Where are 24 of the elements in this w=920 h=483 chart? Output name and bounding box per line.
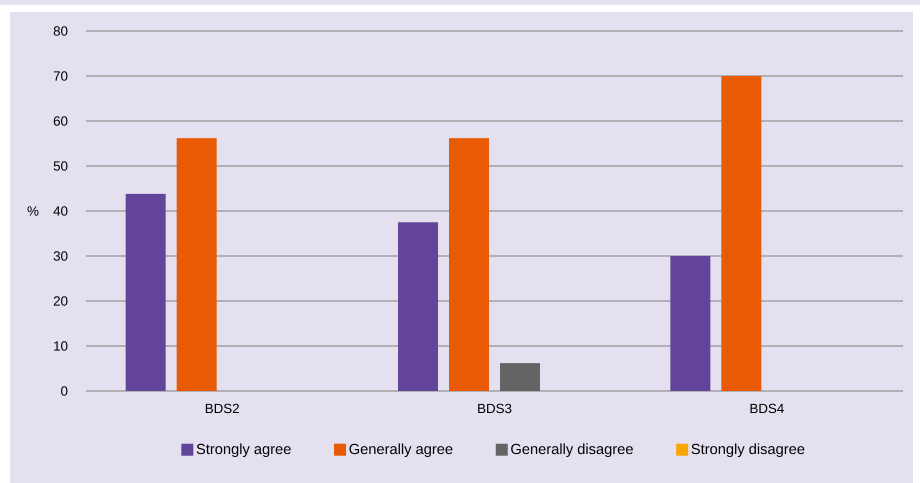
x-tick-label: BDS4 bbox=[750, 404, 784, 414]
bar bbox=[126, 194, 166, 391]
legend-label: Generally disagree bbox=[511, 443, 633, 458]
legend-label: Strongly agree bbox=[196, 443, 291, 458]
y-tick-label: 10 bbox=[54, 341, 68, 351]
bar bbox=[670, 256, 710, 391]
x-tick-label: BDS3 bbox=[478, 404, 512, 414]
y-axis-title: % bbox=[28, 206, 38, 216]
legend-label: Strongly disagree bbox=[692, 443, 804, 458]
x-tick-label: BDS2 bbox=[206, 404, 239, 414]
y-tick-label: 80 bbox=[54, 26, 68, 36]
y-tick-label: 70 bbox=[54, 71, 68, 81]
bar bbox=[500, 363, 540, 391]
y-tick-label: 20 bbox=[54, 296, 68, 306]
y-tick-label: 40 bbox=[53, 206, 68, 216]
bar bbox=[721, 76, 762, 391]
y-tick-label: 30 bbox=[54, 251, 68, 261]
bar bbox=[449, 138, 490, 391]
y-tick-label: 60 bbox=[54, 116, 68, 126]
bar bbox=[398, 222, 438, 391]
y-tick-label: 50 bbox=[54, 161, 68, 171]
legend-label: Generally agree bbox=[349, 443, 452, 458]
bar bbox=[176, 138, 217, 391]
y-tick-label: 0 bbox=[61, 386, 68, 396]
